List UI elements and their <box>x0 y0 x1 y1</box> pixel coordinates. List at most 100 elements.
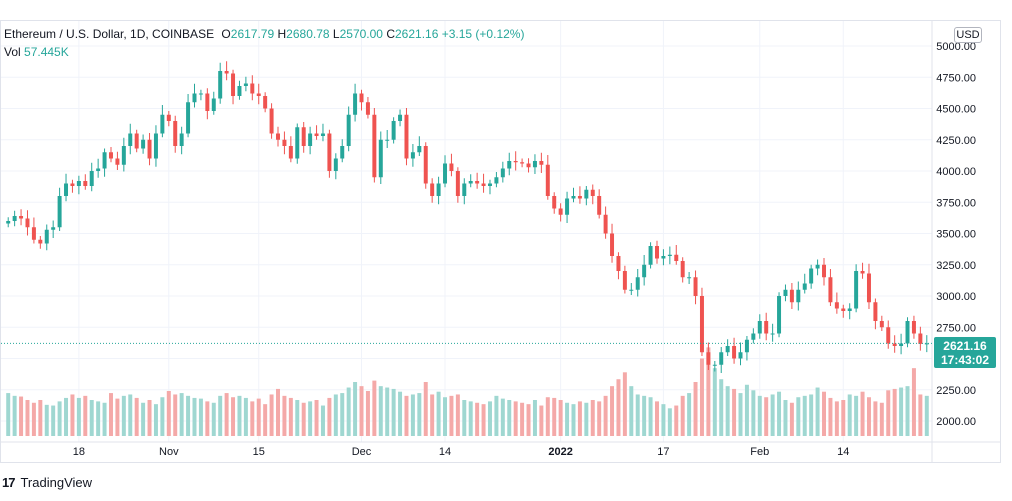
open-value: 2617.79 <box>230 27 275 41</box>
volume-bar <box>513 401 518 436</box>
volume-bar <box>288 397 293 436</box>
candle <box>661 256 666 259</box>
candle <box>712 364 717 366</box>
y-tick-label: 5000.00 <box>936 41 976 53</box>
candle <box>854 271 859 309</box>
x-tick-label: 15 <box>253 446 265 458</box>
candle <box>764 321 769 334</box>
volume-bar <box>687 393 692 436</box>
candle <box>327 133 332 171</box>
x-tick-label: 14 <box>837 446 849 458</box>
volume-bar <box>777 391 782 436</box>
volume-bar <box>25 400 30 436</box>
candle <box>211 98 216 111</box>
volume-bar <box>89 400 94 436</box>
candle <box>642 264 647 278</box>
candle <box>83 181 88 186</box>
candle <box>513 161 518 163</box>
volume-bar <box>308 401 313 436</box>
volume-bar <box>892 388 897 436</box>
volume-bar <box>661 404 666 436</box>
volume-bar <box>173 394 178 436</box>
candle <box>866 273 871 303</box>
candle <box>141 139 146 149</box>
volume-bar <box>610 386 615 436</box>
volume-bar <box>353 382 358 436</box>
candle <box>873 302 878 321</box>
volume-bar <box>680 395 685 436</box>
volume-bar <box>134 397 139 436</box>
candle <box>809 268 814 284</box>
candle <box>680 261 685 278</box>
candle <box>500 168 505 178</box>
volume-bar <box>590 400 595 436</box>
volume-bar <box>584 402 589 436</box>
volume-bar <box>507 400 512 436</box>
volume-bar <box>108 393 113 436</box>
candle <box>847 308 852 311</box>
candle <box>186 102 191 134</box>
tradingview-logo[interactable]: 17 TradingView <box>2 475 92 490</box>
volume-bar <box>674 405 679 436</box>
candle <box>243 83 248 86</box>
candle <box>558 208 563 215</box>
candle <box>892 343 897 346</box>
bar-countdown: 17:43:02 <box>940 352 990 367</box>
high-value: 2680.78 <box>286 27 330 41</box>
candle <box>64 183 69 196</box>
volume-bar <box>404 395 409 436</box>
candle <box>552 196 557 209</box>
volume-bar <box>751 390 756 436</box>
volume-bar <box>12 395 17 436</box>
candle <box>333 158 338 171</box>
volume-bar <box>475 402 480 436</box>
candle <box>410 152 415 159</box>
candle <box>770 333 775 335</box>
x-tick-label: Dec <box>352 446 372 458</box>
y-tick-label: 3750.00 <box>936 197 976 209</box>
volume-bar <box>603 395 608 436</box>
candle <box>565 198 570 215</box>
currency-button[interactable]: USD <box>954 27 982 43</box>
volume-bar <box>648 397 653 436</box>
candle <box>365 102 370 115</box>
candle <box>295 127 300 159</box>
volume-bar <box>256 398 261 436</box>
candle <box>911 321 916 334</box>
candle <box>571 196 576 199</box>
candle <box>320 133 325 136</box>
candlestick-chart[interactable]: 2000.002250.002500.002750.003000.003250.… <box>1 21 1000 462</box>
y-tick-label: 4000.00 <box>936 166 976 178</box>
candle <box>699 296 704 353</box>
candle <box>237 86 242 96</box>
candle <box>256 93 261 96</box>
volume-bar <box>744 384 749 436</box>
candle <box>539 161 544 165</box>
y-tick-label: 2000.00 <box>936 416 976 428</box>
volume-bar <box>263 404 268 436</box>
candle <box>449 163 454 171</box>
volume-bar <box>340 393 345 436</box>
volume-bar <box>102 402 107 436</box>
volume-bar <box>443 397 448 436</box>
x-tick-label: Nov <box>159 446 179 458</box>
volume-bar <box>391 388 396 436</box>
volume-bar <box>243 397 248 436</box>
volume-bar <box>783 400 788 436</box>
candle <box>693 277 698 296</box>
volume-bar <box>19 396 24 436</box>
candle <box>430 183 435 196</box>
volume-bar <box>815 387 820 436</box>
x-tick-label: 17 <box>657 446 669 458</box>
candle <box>777 296 782 334</box>
volume-bar <box>616 379 621 436</box>
volume-bar <box>796 397 801 436</box>
y-tick-label: 2750.00 <box>936 322 976 334</box>
candle <box>481 183 486 186</box>
candle <box>687 277 692 279</box>
volume-bar <box>314 400 319 436</box>
candle <box>31 227 36 240</box>
volume-bar <box>809 394 814 436</box>
candle <box>918 333 923 344</box>
volume-bar <box>218 395 223 436</box>
